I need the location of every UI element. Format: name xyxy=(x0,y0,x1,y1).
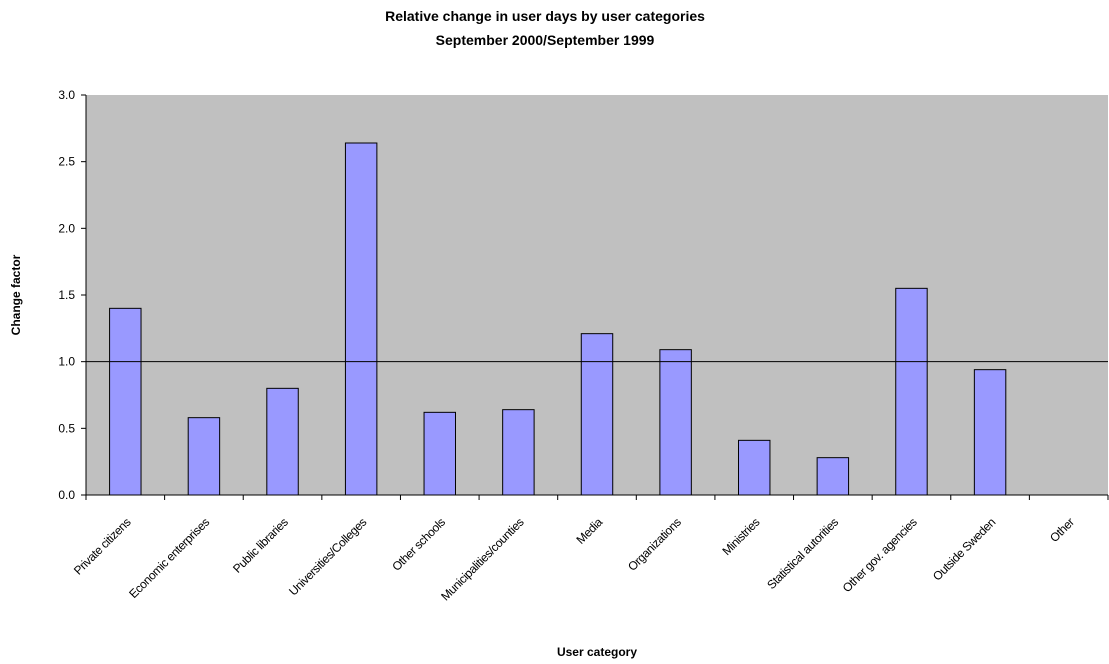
x-tick-label: Statistical autorities xyxy=(764,515,841,592)
x-tick-label: Private citizens xyxy=(71,515,134,578)
x-tick-label: Other schools xyxy=(389,515,448,574)
chart-title: Relative change in user days by user cat… xyxy=(385,8,705,24)
y-tick-label: 2.0 xyxy=(58,221,75,235)
y-tick-label: 0.5 xyxy=(58,421,75,435)
x-tick-label: Media xyxy=(574,515,606,547)
bar xyxy=(895,287,928,496)
y-tick-label: 2.5 xyxy=(58,155,75,169)
x-tick-label: Outside Sweden xyxy=(930,515,998,583)
bar xyxy=(187,417,221,496)
bars-group xyxy=(109,142,1007,496)
y-tick-labels: 0.0 0.5 1.0 1.5 2.0 2.5 3.0 xyxy=(58,88,75,502)
x-tick-label: Other gov. agencies xyxy=(840,515,920,595)
bar xyxy=(109,307,142,496)
y-tick-label: 1.5 xyxy=(58,288,75,302)
y-axis-title: Change factor xyxy=(9,254,23,335)
bar xyxy=(659,349,692,496)
chart-subtitle: September 2000/September 1999 xyxy=(436,32,655,48)
bar xyxy=(502,409,535,496)
y-tick-label: 0.0 xyxy=(58,488,75,502)
x-axis-title: User category xyxy=(557,645,637,659)
bar xyxy=(344,142,378,496)
axes-group xyxy=(81,94,1109,500)
x-tick-label: Other xyxy=(1047,515,1077,545)
bar xyxy=(738,439,771,496)
bar xyxy=(266,387,299,496)
bar xyxy=(973,369,1007,496)
bar xyxy=(580,333,614,496)
x-tick-label: Public libraries xyxy=(230,515,291,576)
x-tick-label: Municipalities/counties xyxy=(438,515,527,604)
bar xyxy=(423,411,456,496)
bar xyxy=(816,457,850,496)
y-tick-label: 1.0 xyxy=(58,355,75,369)
x-tick-label: Ministries xyxy=(719,515,762,558)
x-tick-label: Economic enterprises xyxy=(126,515,212,601)
y-tick-label: 3.0 xyxy=(58,88,75,102)
x-tick-label: Organizations xyxy=(625,515,684,574)
x-tick-label: Universities/Colleges xyxy=(286,515,369,598)
